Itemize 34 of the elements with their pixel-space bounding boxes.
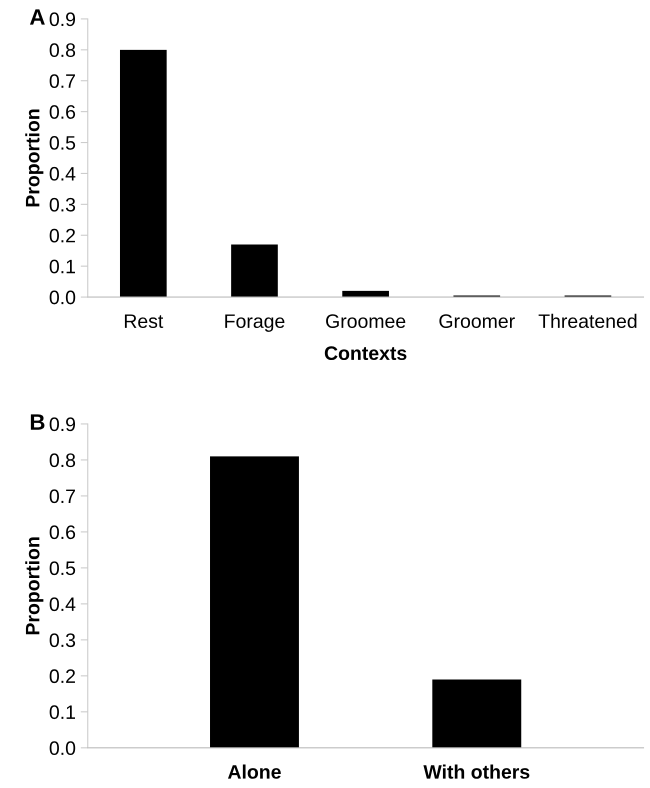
- text: B: [30, 414, 44, 430]
- y-tick-label: 0.0: [50, 741, 76, 756]
- y-axis-title: Proportion: [25, 537, 44, 634]
- x-tick-label: Groomee: [326, 314, 406, 328]
- y-tick-label: 0.2: [50, 669, 75, 684]
- y-tick-label: 0.4: [50, 166, 76, 181]
- x-tick-label: Forage: [225, 314, 284, 332]
- y-tick-label: 0.7: [50, 489, 75, 504]
- y-axis-title: Proportion: [25, 110, 44, 206]
- x-tick-label: Groomer: [439, 314, 515, 328]
- y-tick-label: 0.0: [50, 290, 76, 304]
- y-tick-label: 0.8: [50, 43, 76, 58]
- x-tick-label: Threatened: [538, 314, 636, 328]
- y-tick-label: 0.5: [50, 136, 76, 150]
- y-tick-label: 0.6: [50, 105, 76, 119]
- y-tick-label: 0.7: [50, 74, 75, 88]
- x-axis-title: Contexts: [324, 346, 406, 360]
- y-tick-label: 0.1: [50, 705, 75, 720]
- y-tick-label: 0.3: [50, 633, 76, 648]
- x-tick-label: Rest: [124, 314, 164, 328]
- y-tick-label: 0.3: [50, 198, 76, 212]
- y-tick-label: 0.1: [50, 260, 75, 274]
- y-tick-label: 0.8: [50, 453, 76, 468]
- x-tick-label: Alone: [228, 764, 281, 779]
- bar: [120, 50, 167, 298]
- y-tick-label: 0.9: [50, 12, 76, 26]
- text: A: [30, 9, 45, 25]
- y-tick-label: 0.6: [50, 525, 76, 540]
- y-tick-label: 0.4: [50, 597, 76, 612]
- bar: [231, 244, 278, 298]
- y-tick-label: 0.2: [50, 228, 75, 242]
- x-tick-label: With others: [423, 764, 530, 779]
- y-tick-label: 0.9: [50, 417, 76, 432]
- y-tick-label: 0.5: [50, 561, 76, 576]
